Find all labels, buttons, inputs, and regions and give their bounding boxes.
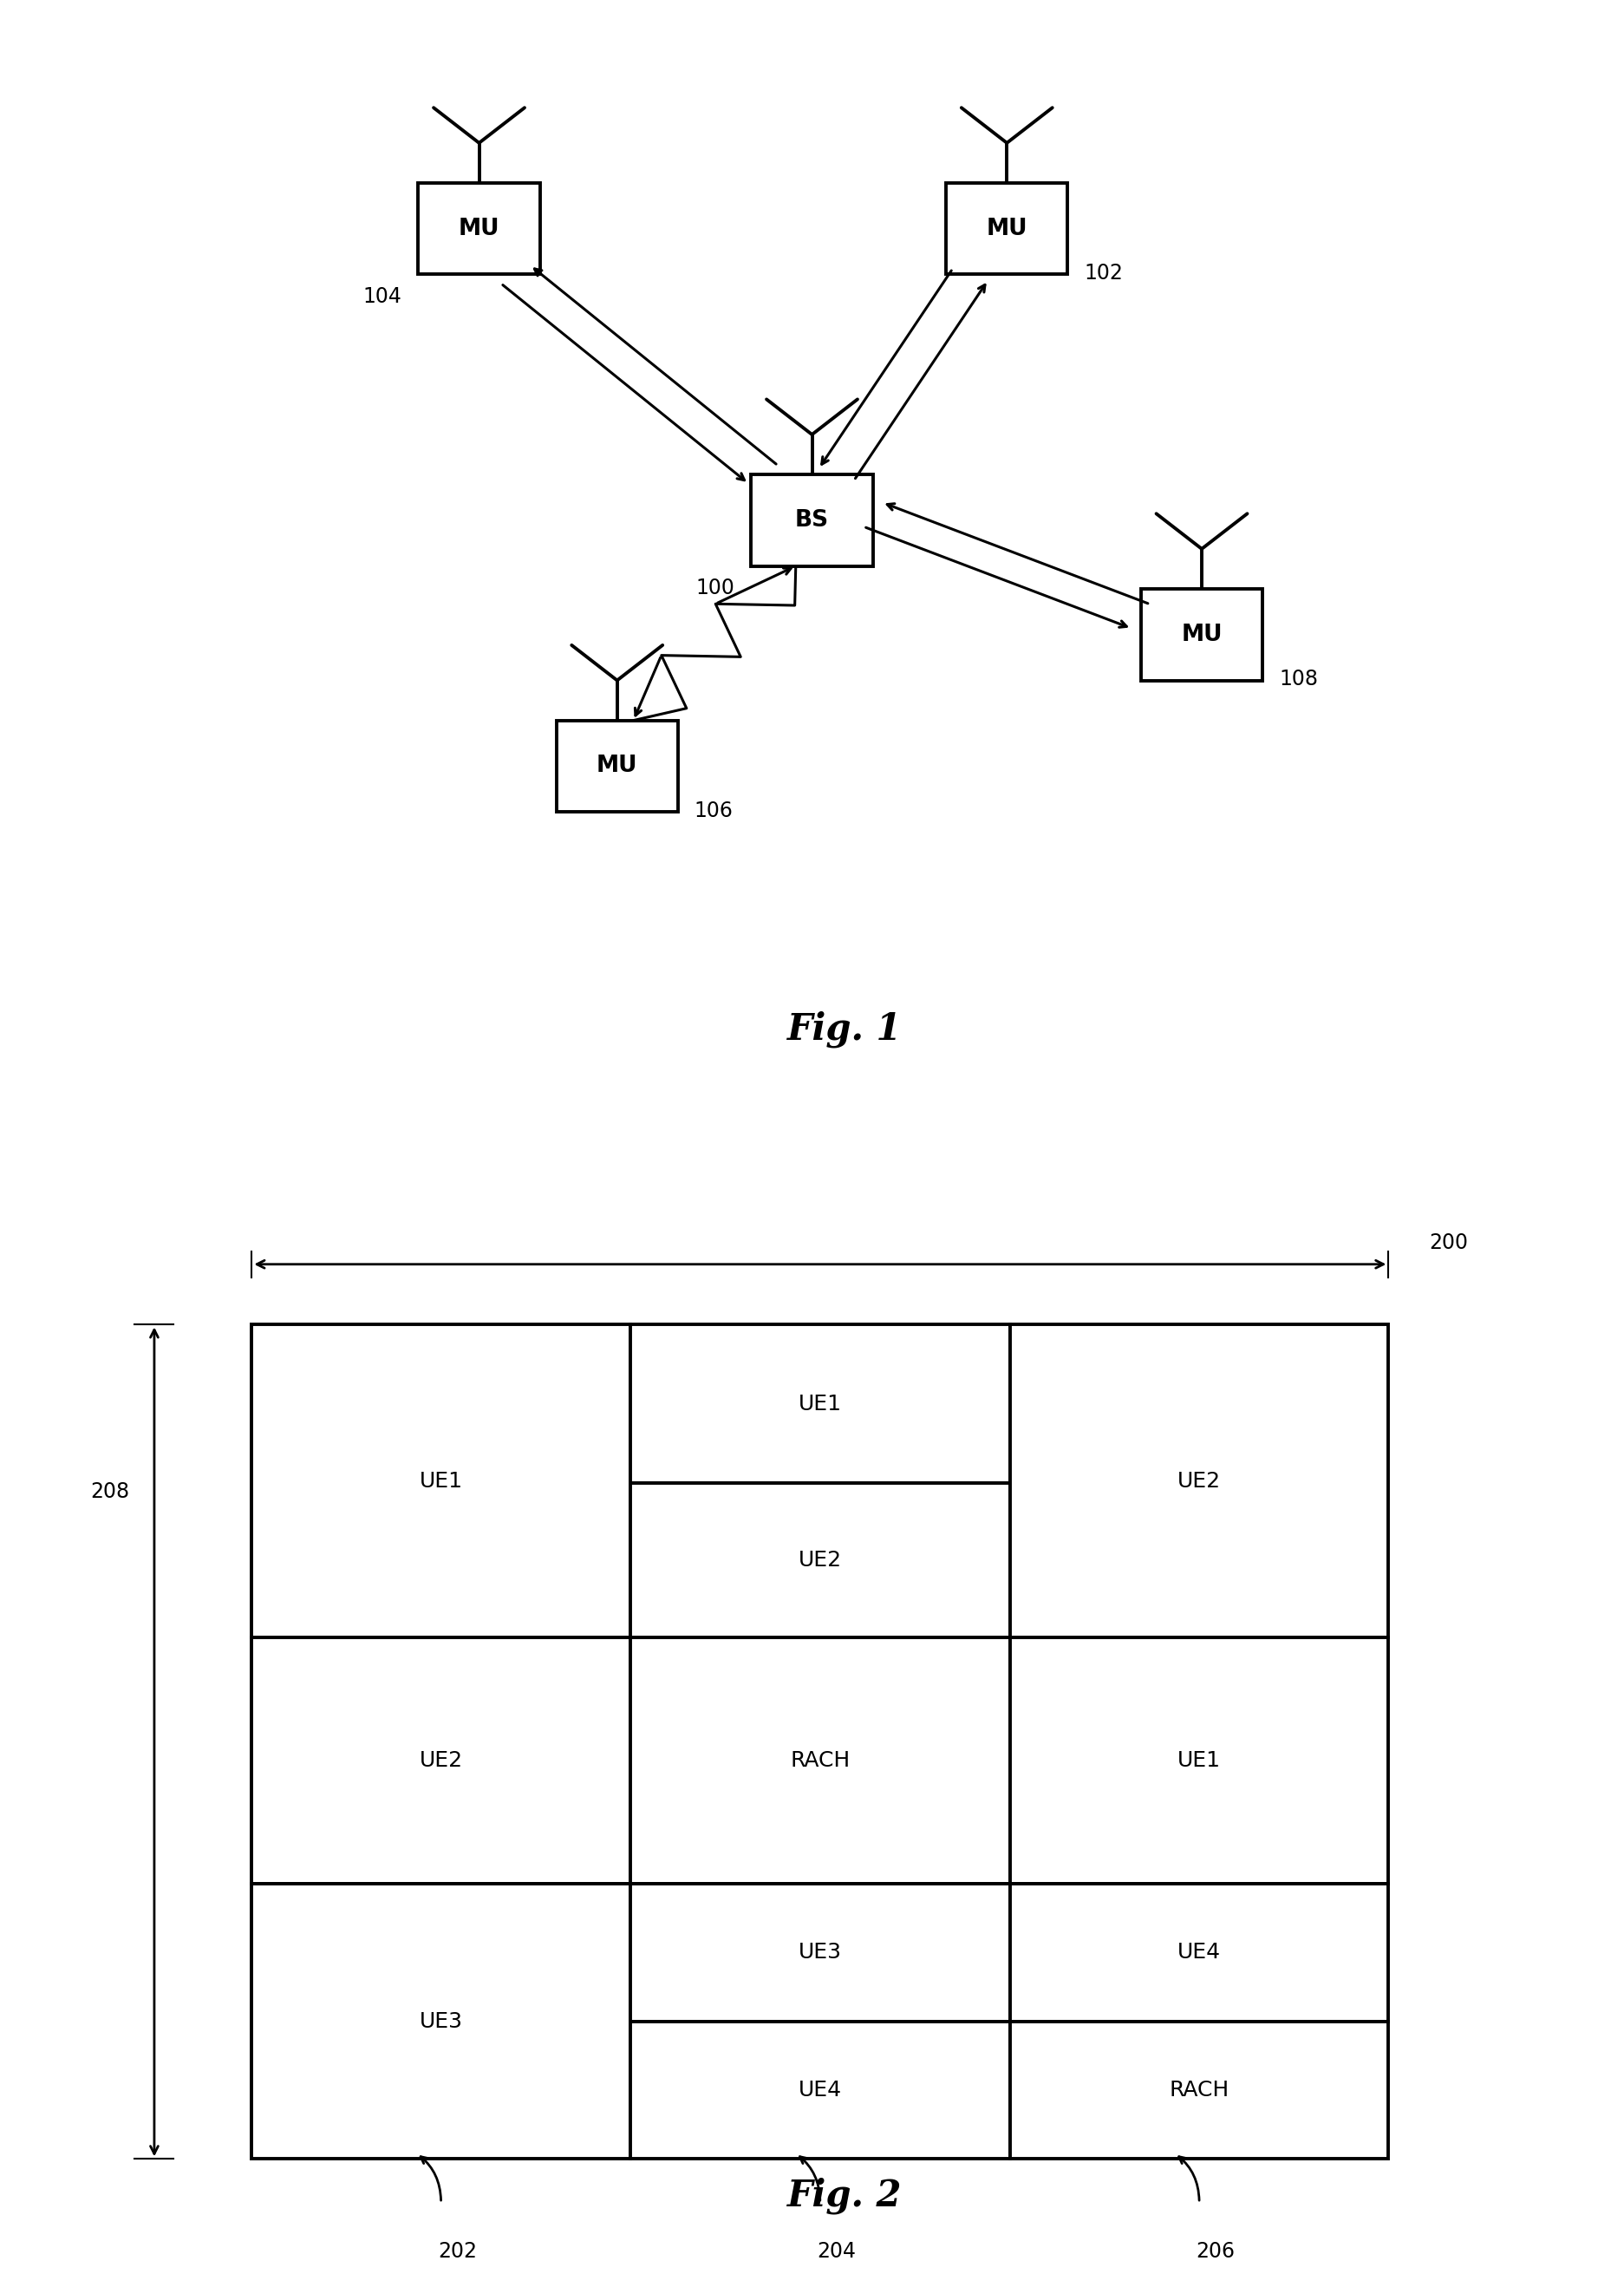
Text: UE2: UE2 xyxy=(419,1750,463,1770)
Text: 206: 206 xyxy=(1195,2241,1234,2262)
Text: UE4: UE4 xyxy=(1177,1942,1221,1962)
Text: 208: 208 xyxy=(91,1482,130,1503)
Text: UE1: UE1 xyxy=(1177,1750,1221,1770)
Bar xyxy=(1010,1324,1389,1637)
Text: 204: 204 xyxy=(817,2241,856,2262)
Text: 202: 202 xyxy=(438,2241,477,2262)
Text: MU: MU xyxy=(596,755,638,778)
Text: 102: 102 xyxy=(1085,263,1122,284)
Text: Fig. 2: Fig. 2 xyxy=(788,2177,901,2214)
Bar xyxy=(1140,590,1263,682)
Text: UE3: UE3 xyxy=(799,1942,841,1962)
Text: UE1: UE1 xyxy=(799,1393,841,1413)
Text: MU: MU xyxy=(1181,624,1223,645)
Text: 106: 106 xyxy=(695,800,732,821)
Bar xyxy=(630,1637,1010,1884)
Bar xyxy=(555,720,679,812)
Text: UE1: UE1 xyxy=(419,1471,463,1491)
Text: UE2: UE2 xyxy=(799,1551,841,1571)
Bar xyxy=(630,2022,1010,2159)
Bar xyxy=(630,1884,1010,2022)
Text: MU: MU xyxy=(458,217,500,240)
Bar xyxy=(1010,1884,1389,2022)
Bar xyxy=(630,1484,1010,1637)
Text: 108: 108 xyxy=(1280,668,1319,691)
Bar xyxy=(419,183,539,274)
Text: UE4: UE4 xyxy=(799,2079,841,2099)
Text: RACH: RACH xyxy=(1169,2079,1229,2099)
Bar xyxy=(252,1884,630,2159)
Text: 104: 104 xyxy=(364,286,401,306)
Bar xyxy=(1010,1637,1389,1884)
Text: MU: MU xyxy=(986,217,1028,240)
Bar xyxy=(750,476,874,567)
Bar xyxy=(1010,2022,1389,2159)
Text: Fig. 1: Fig. 1 xyxy=(788,1011,901,1047)
Text: UE2: UE2 xyxy=(1177,1471,1221,1491)
Bar xyxy=(252,1637,630,1884)
Bar xyxy=(945,183,1069,274)
Text: BS: BS xyxy=(796,510,828,531)
Bar xyxy=(630,1324,1010,1484)
Text: 100: 100 xyxy=(697,579,734,599)
Bar xyxy=(252,1324,630,1637)
Text: RACH: RACH xyxy=(791,1750,849,1770)
Text: 200: 200 xyxy=(1429,1233,1468,1253)
Text: UE3: UE3 xyxy=(419,2010,463,2031)
